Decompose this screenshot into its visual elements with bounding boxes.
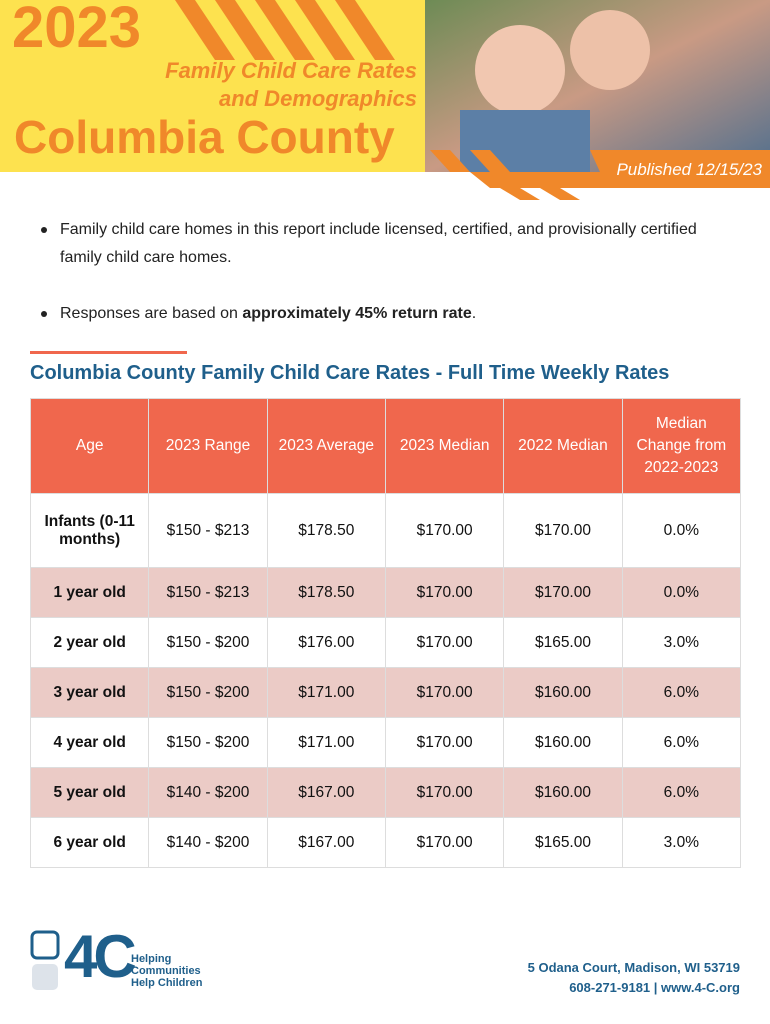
subtitle: Family Child Care Rates (165, 58, 417, 83)
tagline-line: Help Children (131, 977, 203, 989)
cell: $170.00 (384, 617, 505, 668)
column-header: 2023 Range (148, 398, 268, 494)
tagline: Helping Communities Help Children (131, 953, 203, 989)
cell: 4 year old (29, 717, 150, 768)
cell: $176.00 (266, 617, 386, 668)
cell: 5 year old (29, 767, 150, 818)
cell: $170.00 (384, 817, 505, 868)
cell: 6.0% (621, 667, 742, 718)
cell: $160.00 (503, 667, 623, 718)
column-header: 2022 Median (503, 398, 623, 494)
table-row: 6 year old $140 - $200 $167.00 $170.00 $165.… (29, 817, 742, 868)
cell: $178.50 (266, 567, 386, 618)
cell: $170.00 (384, 767, 505, 818)
header-row: Age 2023 Range 2023 Average 2023 Median 2022… (29, 398, 742, 494)
cell: $170.00 (503, 493, 623, 568)
table-row: 2 year old $150 - $200 $176.00 $170.00 $165.… (29, 617, 742, 668)
cell: $170.00 (384, 667, 505, 718)
cell: $171.00 (266, 667, 386, 718)
cell: $150 - $213 (148, 567, 268, 618)
cell: $160.00 (503, 767, 623, 818)
cell: $140 - $200 (148, 767, 268, 818)
column-header: Age (29, 398, 150, 494)
cell: 3.0% (621, 817, 742, 868)
bullet-text: Responses are based on (60, 305, 243, 322)
cell: $165.00 (503, 617, 623, 668)
address-line: 5 Odana Court, Madison, WI 53719 (527, 960, 740, 975)
table-title: Columbia County Family Child Care Rates … (30, 362, 670, 384)
table-row: 3 year old $150 - $200 $171.00 $170.00 $160.… (29, 667, 742, 718)
subtitle: and Demographics (218, 86, 417, 111)
cell: $170.00 (384, 567, 505, 618)
cell: $167.00 (266, 767, 386, 818)
cell: 3.0% (621, 617, 742, 668)
column-header: Median Change from 2022-2023 (621, 398, 742, 494)
rates-table: Age 2023 Range 2023 Average 2023 Median 2022… (29, 398, 742, 868)
county: Columbia County (14, 111, 395, 163)
cell: $167.00 (266, 817, 386, 868)
cell: $170.00 (384, 717, 505, 768)
logo-mark (30, 930, 60, 990)
cell: $178.50 (266, 493, 386, 568)
bullet-text: . (471, 305, 477, 322)
cell: $171.00 (266, 717, 386, 768)
cell: 2 year old (29, 617, 150, 668)
cell: $140 - $200 (148, 817, 268, 868)
contact: 608-271-9181 | www.4-C.org (569, 980, 740, 995)
table-row: 4 year old $150 - $200 $171.00 $170.00 $160.… (29, 717, 742, 768)
table-row: 1 year old $150 - $213 $178.50 $170.00 $170.… (29, 567, 742, 618)
cell: $150 - $200 (148, 617, 268, 668)
column-header: 2023 Average (266, 398, 386, 494)
cell: 6 year old (29, 817, 150, 868)
bullet-text: Family child care homes in this report i… (60, 221, 697, 266)
cell: $150 - $200 (148, 717, 268, 768)
table-row: Infants (0-11 months) $150 - $213 $178.50 $… (29, 493, 742, 568)
cell: $160.00 (503, 717, 623, 768)
cell: $170.00 (384, 493, 505, 568)
table-row: 5 year old $140 - $200 $167.00 $170.00 $160.… (29, 767, 742, 818)
bullet: Responses are based on approximately 45%… (41, 300, 700, 328)
cell: 6.0% (621, 767, 742, 818)
cell: 1 year old (29, 567, 150, 618)
address: 5 Odana Court, Madison, WI 53719 608-271-… (528, 958, 740, 998)
rule (30, 351, 187, 354)
year: 2023 (12, 0, 142, 60)
cell: Infants (0-11 months) (29, 493, 150, 568)
cell: 6.0% (621, 717, 742, 768)
cell: $165.00 (503, 817, 623, 868)
cell: 0.0% (621, 493, 742, 568)
tagline-line: Communities (131, 965, 201, 977)
tagline-line: Helping (131, 953, 172, 965)
logo: 4C (64, 923, 137, 990)
header-art (0, 0, 770, 200)
column-header: 2023 Median (384, 398, 505, 494)
cell: 3 year old (29, 667, 150, 718)
published: Published 12/15/23 (616, 160, 762, 179)
cell: $150 - $200 (148, 667, 268, 718)
cell: $150 - $213 (148, 493, 268, 568)
bullet: Family child care homes in this report i… (41, 216, 700, 272)
bullet-bold: approximately 45% return rate (242, 305, 472, 322)
cell: $170.00 (503, 567, 623, 618)
cell: 0.0% (621, 567, 742, 618)
